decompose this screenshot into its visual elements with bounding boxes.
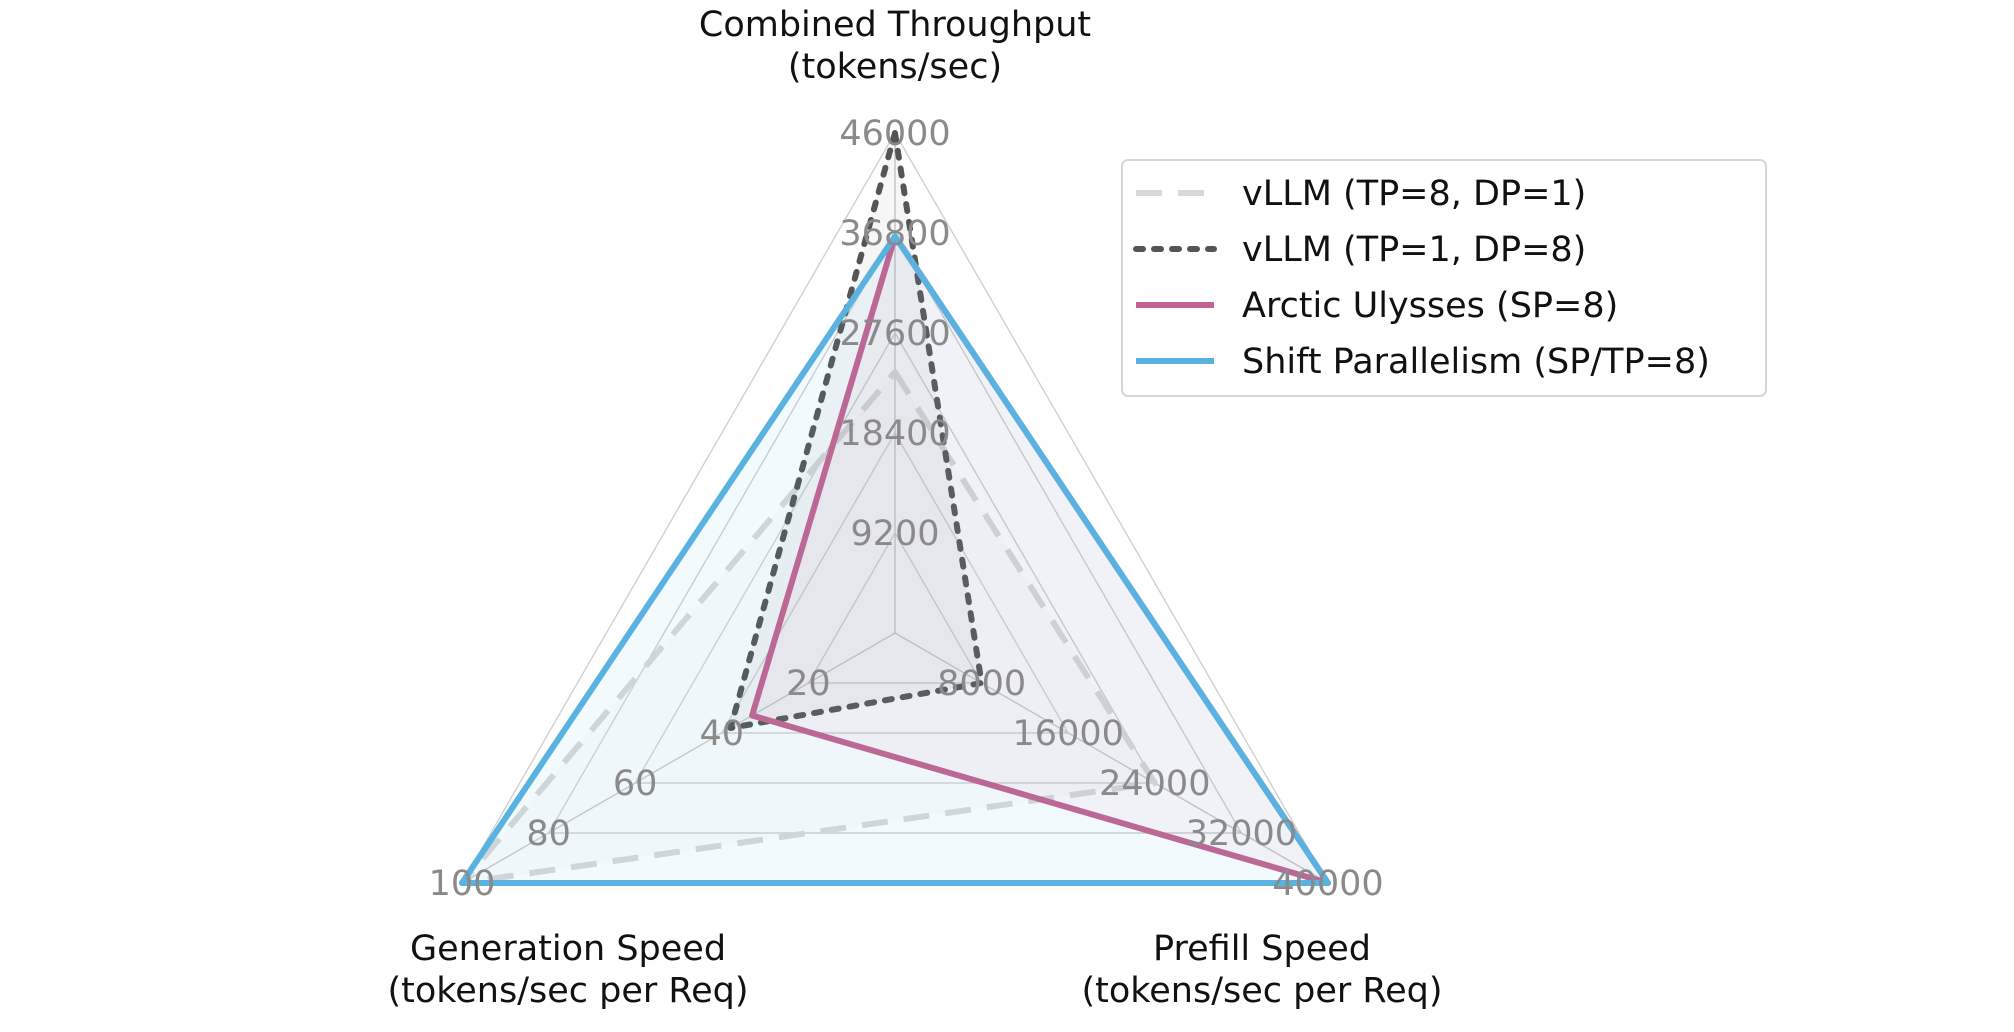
- legend-label-vllm-tp-1-dp-8: vLLM (TP=1, DP=8): [1242, 230, 1586, 270]
- tick-label-throughput: 46000: [839, 114, 950, 154]
- axis-title-throughput: Combined Throughput (tokens/sec): [699, 5, 1091, 87]
- tick-label-throughput: 18400: [839, 414, 950, 454]
- tick-label-throughput: 36800: [839, 214, 950, 254]
- tick-label-prefill: 32000: [1186, 814, 1297, 854]
- axis-title-line: Combined Throughput: [699, 5, 1091, 45]
- axis-title-line: (tokens/sec per Req): [387, 971, 748, 1011]
- axis-title-generation: Generation Speed (tokens/sec per Req): [387, 929, 748, 1011]
- legend: vLLM (TP=8, DP=1) vLLM (TP=1, DP=8) Arctic…: [1121, 159, 1767, 397]
- tick-label-generation: 20: [786, 664, 831, 704]
- legend-label-arctic-ulysses-sp-8: Arctic Ulysses (SP=8): [1242, 286, 1618, 326]
- grid-ring-3: [633, 331, 1157, 784]
- tick-label-generation: 100: [429, 864, 496, 904]
- tick-label-prefill: 40000: [1272, 864, 1383, 904]
- series-vllm-tp-8-dp-1: [459, 369, 1158, 886]
- tick-label-prefill: 16000: [1013, 714, 1124, 754]
- tick-label-throughput: 9200: [850, 514, 939, 554]
- legend-label-shift-parallelism-sp-tp-8: Shift Parallelism (SP/TP=8): [1242, 342, 1710, 382]
- tick-label-generation: 80: [526, 814, 571, 854]
- spoke-prefill: [894, 632, 1329, 884]
- radar-series: [459, 130, 1331, 886]
- tick-label-prefill: 8000: [937, 664, 1026, 704]
- tick-label-prefill: 24000: [1099, 764, 1210, 804]
- tick-label-generation: 40: [700, 714, 745, 754]
- axis-title-line: (tokens/sec): [788, 47, 1002, 87]
- radar-tick-labels: 9200 18400 27600 36800 46000 8000 16000 24000 32…: [429, 114, 1384, 904]
- grid-ring-4: [547, 231, 1243, 834]
- axis-titles: Combined Throughput (tokens/sec) Prefill S…: [387, 5, 1442, 1011]
- axis-title-line: Prefill Speed: [1153, 929, 1371, 969]
- axis-title-line: (tokens/sec per Req): [1081, 971, 1442, 1011]
- tick-label-generation: 60: [613, 764, 658, 804]
- series-shift-parallelism-sp-tp-8: [459, 233, 1331, 886]
- grid-ring-2: [720, 431, 1070, 734]
- tick-label-throughput: 27600: [839, 314, 950, 354]
- legend-label-vllm-tp-8-dp-1: vLLM (TP=8, DP=1): [1242, 174, 1586, 214]
- legend-box: [1121, 159, 1767, 397]
- grid-ring-1: [807, 531, 983, 684]
- axis-title-prefill: Prefill Speed (tokens/sec per Req): [1081, 929, 1442, 1011]
- axis-title-line: Generation Speed: [410, 929, 726, 969]
- spoke-generation: [461, 632, 896, 884]
